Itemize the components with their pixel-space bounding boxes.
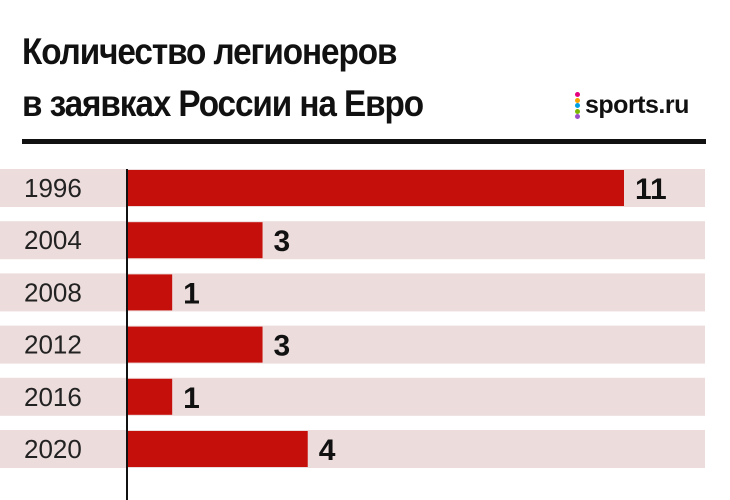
logo-dots-icon (574, 90, 582, 120)
value-label: 3 (274, 330, 291, 363)
category-label: 2016 (24, 382, 82, 412)
bar (127, 170, 624, 206)
chart-title-line-2: в заявках России на Евро (22, 83, 424, 124)
logo-dot (575, 103, 580, 108)
logo-dot (575, 114, 580, 119)
value-label: 3 (274, 225, 291, 258)
category-label: 2008 (24, 277, 82, 307)
row-band (0, 273, 705, 312)
category-label: 2020 (24, 434, 82, 464)
sports-ru-logo: sports.ru (574, 90, 689, 120)
value-label: 1 (183, 277, 200, 310)
bar (127, 274, 173, 311)
bar (127, 431, 308, 467)
bar (127, 222, 263, 259)
logo-dot (575, 97, 580, 103)
logo-text: sports.ru (585, 90, 689, 119)
category-label: 2004 (24, 225, 82, 255)
row-band (0, 377, 705, 416)
value-label: 4 (319, 434, 336, 467)
category-label: 2012 (24, 330, 82, 360)
row-band (0, 430, 705, 468)
logo-dot (575, 92, 580, 97)
row-band (0, 325, 705, 364)
row-band (0, 221, 705, 260)
logo-dot (575, 108, 580, 114)
bar (127, 326, 263, 363)
value-label: 1 (183, 382, 200, 415)
title-divider (22, 139, 706, 144)
bar (127, 378, 173, 415)
value-label: 11 (635, 173, 667, 206)
chart-title: Количество легионеров в заявках России н… (22, 26, 424, 130)
chart-title-line-1: Количество легионеров (22, 31, 397, 72)
category-label: 1996 (24, 173, 82, 203)
